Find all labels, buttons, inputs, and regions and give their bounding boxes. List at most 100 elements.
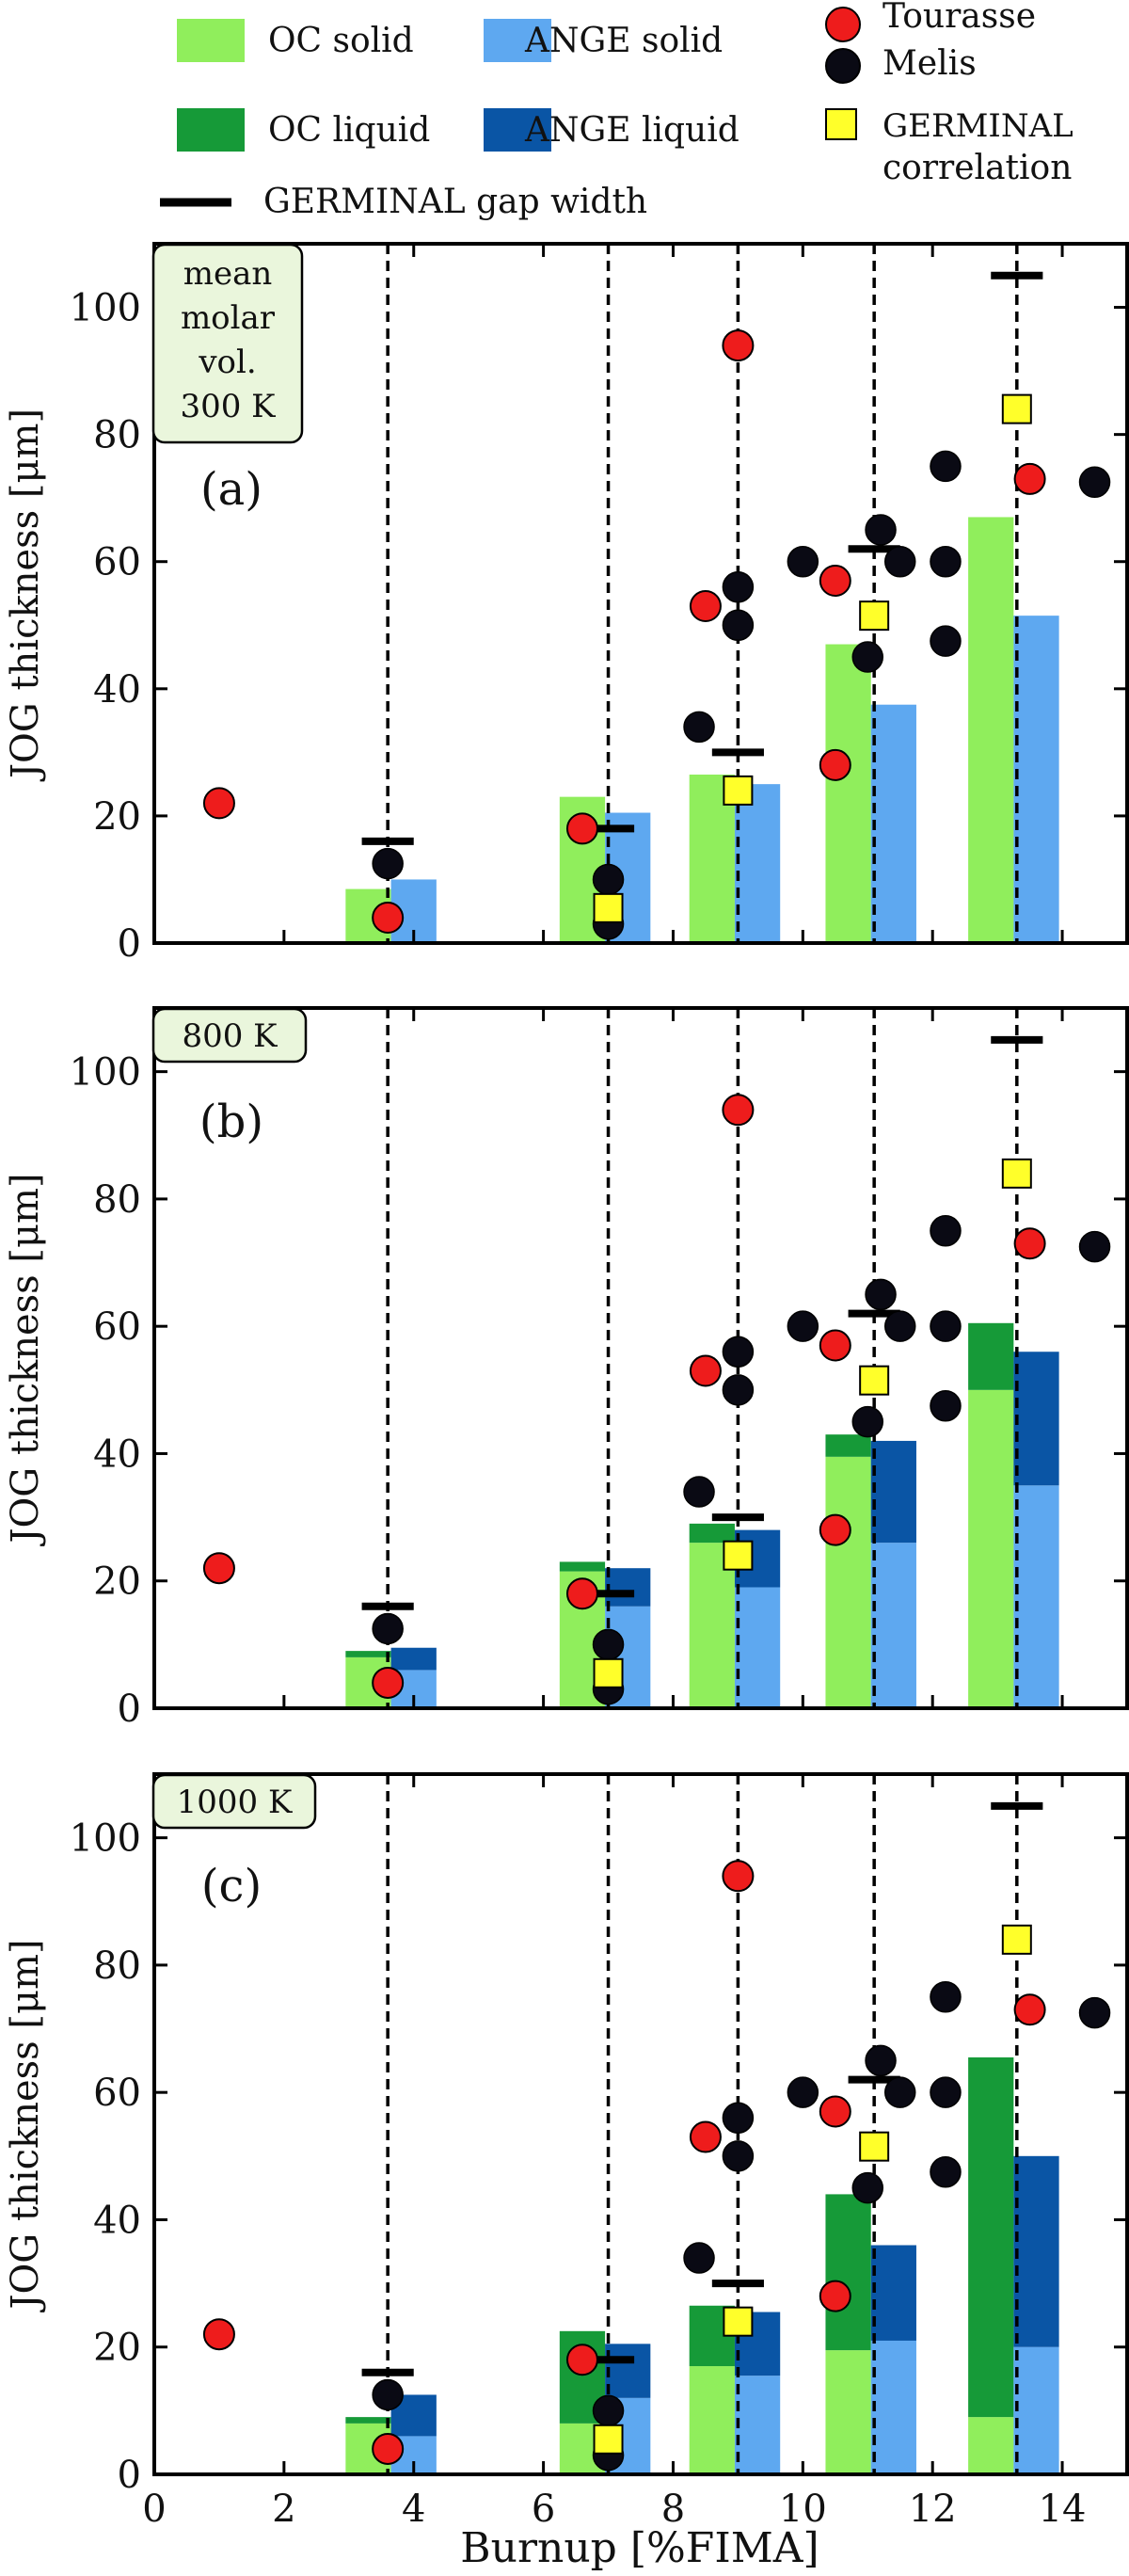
legend-swatch-ange-solid — [484, 19, 551, 62]
y-tick-label: 40 — [93, 1432, 141, 1476]
oc-liquid-bar — [968, 2056, 1014, 2418]
oc-solid-bar — [825, 2350, 871, 2474]
condition-box-text: vol. — [198, 344, 256, 381]
germinal-correlation-point — [593, 892, 624, 923]
melis-point — [722, 2140, 755, 2172]
oc-solid-bar — [968, 517, 1014, 943]
legend-label-ange-solid: ANGE solid — [524, 22, 723, 60]
melis-point — [592, 863, 625, 896]
x-tick-label: 10 — [779, 2488, 827, 2531]
condition-box — [151, 1007, 308, 1064]
legend-label-germinal-1: GERMINAL — [883, 107, 1073, 145]
melis-point — [372, 1612, 404, 1645]
oc-liquid-bar — [968, 1322, 1014, 1390]
germinal-correlation-point — [723, 775, 754, 806]
melis-point — [1078, 466, 1111, 499]
x-tick-label: 8 — [661, 2488, 685, 2531]
oc-solid-bar — [825, 1456, 871, 1708]
tourasse-point — [689, 2120, 722, 2153]
tourasse-point — [202, 787, 235, 820]
x-tick-label: 2 — [272, 2488, 295, 2531]
tourasse-point — [1013, 1993, 1046, 2026]
x-tick-label: 12 — [909, 2488, 957, 2531]
melis-point — [930, 1980, 962, 2013]
melis-point — [883, 2076, 916, 2108]
legend-label-tourasse: Tourasse — [883, 0, 1036, 36]
x-tick-label: 14 — [1039, 2488, 1087, 2531]
y-tick-label: 0 — [118, 1688, 141, 1731]
melis-point — [787, 2076, 819, 2108]
oc-liquid-bar — [825, 2194, 871, 2351]
legend-swatch-oc-solid — [177, 19, 245, 62]
condition-box-text: 800 K — [182, 1017, 278, 1055]
melis-point — [930, 1214, 962, 1247]
melis-point — [865, 1278, 897, 1311]
germinal-correlation-point — [859, 1365, 890, 1396]
melis-point — [683, 2242, 715, 2274]
legend-label-ange-liquid: ANGE liquid — [524, 111, 739, 150]
melis-point — [930, 545, 962, 578]
y-tick-label: 20 — [93, 2327, 141, 2370]
melis-point — [865, 2044, 897, 2077]
ange-solid-bar — [734, 2376, 781, 2474]
y-tick-label: 20 — [93, 1560, 141, 1604]
panel-b: 0 20 40 60 80 100 JOG thickness [μm] 800 K (b) — [4, 1006, 1129, 1731]
germinal-correlation-point — [723, 1540, 754, 1571]
tourasse-point — [819, 2280, 851, 2312]
melis-point — [683, 1476, 715, 1508]
melis-point — [883, 545, 916, 578]
tourasse-point — [202, 2318, 235, 2351]
melis-point — [592, 1628, 625, 1661]
tourasse-point — [689, 590, 722, 623]
y-tick-label: 100 — [70, 287, 141, 330]
germinal-correlation-point — [859, 2131, 890, 2162]
x-tick-label: 4 — [402, 2488, 425, 2531]
germinal-correlation-point — [593, 2424, 624, 2455]
oc-solid-bar — [825, 644, 871, 943]
ange-solid-bar — [870, 704, 916, 943]
legend-marker-tourasse — [825, 7, 861, 42]
panel-a: 0 20 40 60 80 100 JOG thickness [μm] mean molar v… — [4, 242, 1129, 966]
legend-label-melis: Melis — [883, 44, 977, 83]
melis-point — [851, 2171, 884, 2204]
melis-point — [592, 2394, 625, 2427]
tourasse-point — [565, 2344, 598, 2376]
ange-solid-bar — [870, 1543, 916, 1708]
ange-liquid-bar — [1013, 1352, 1059, 1486]
melis-point — [722, 1374, 755, 1406]
x-tick-label: 0 — [142, 2488, 166, 2531]
plot-area — [202, 1774, 1111, 2474]
y-tick-label: 60 — [93, 1305, 141, 1349]
y-tick-label: 20 — [93, 795, 141, 839]
tourasse-point — [819, 564, 851, 597]
y-tick-label: 100 — [70, 1051, 141, 1095]
tourasse-point — [722, 1860, 755, 1893]
melis-point — [372, 2378, 404, 2411]
legend-marker-germinal — [825, 108, 857, 140]
legend-marker-melis — [825, 48, 861, 84]
y-tick-label: 80 — [93, 1944, 141, 1988]
tourasse-point — [565, 1577, 598, 1610]
tourasse-point — [1013, 1227, 1046, 1260]
tourasse-point — [819, 2095, 851, 2128]
melis-point — [1078, 1230, 1111, 1263]
condition-box-text: molar — [181, 299, 276, 337]
oc-liquid-bar — [345, 1651, 391, 1657]
melis-point — [1078, 1996, 1111, 2029]
axes-frame — [152, 1772, 1129, 2476]
ange-solid-bar — [734, 784, 781, 943]
y-tick-label: 100 — [70, 1817, 141, 1861]
melis-point — [372, 847, 404, 880]
y-tick-label: 40 — [93, 668, 141, 712]
melis-point — [851, 641, 884, 673]
ange-liquid-bar — [870, 2245, 916, 2341]
ange-liquid-bar — [870, 1440, 916, 1544]
germinal-correlation-point — [723, 2306, 754, 2337]
ange-solid-bar — [1013, 1485, 1059, 1708]
legend-label-germinal-2: correlation — [883, 149, 1072, 187]
tourasse-point — [819, 748, 851, 781]
tourasse-point — [819, 1329, 851, 1362]
x-axis-label: Burnup [%FIMA] — [460, 2524, 819, 2572]
melis-point — [930, 2155, 962, 2188]
ange-liquid-bar — [390, 1647, 437, 1671]
